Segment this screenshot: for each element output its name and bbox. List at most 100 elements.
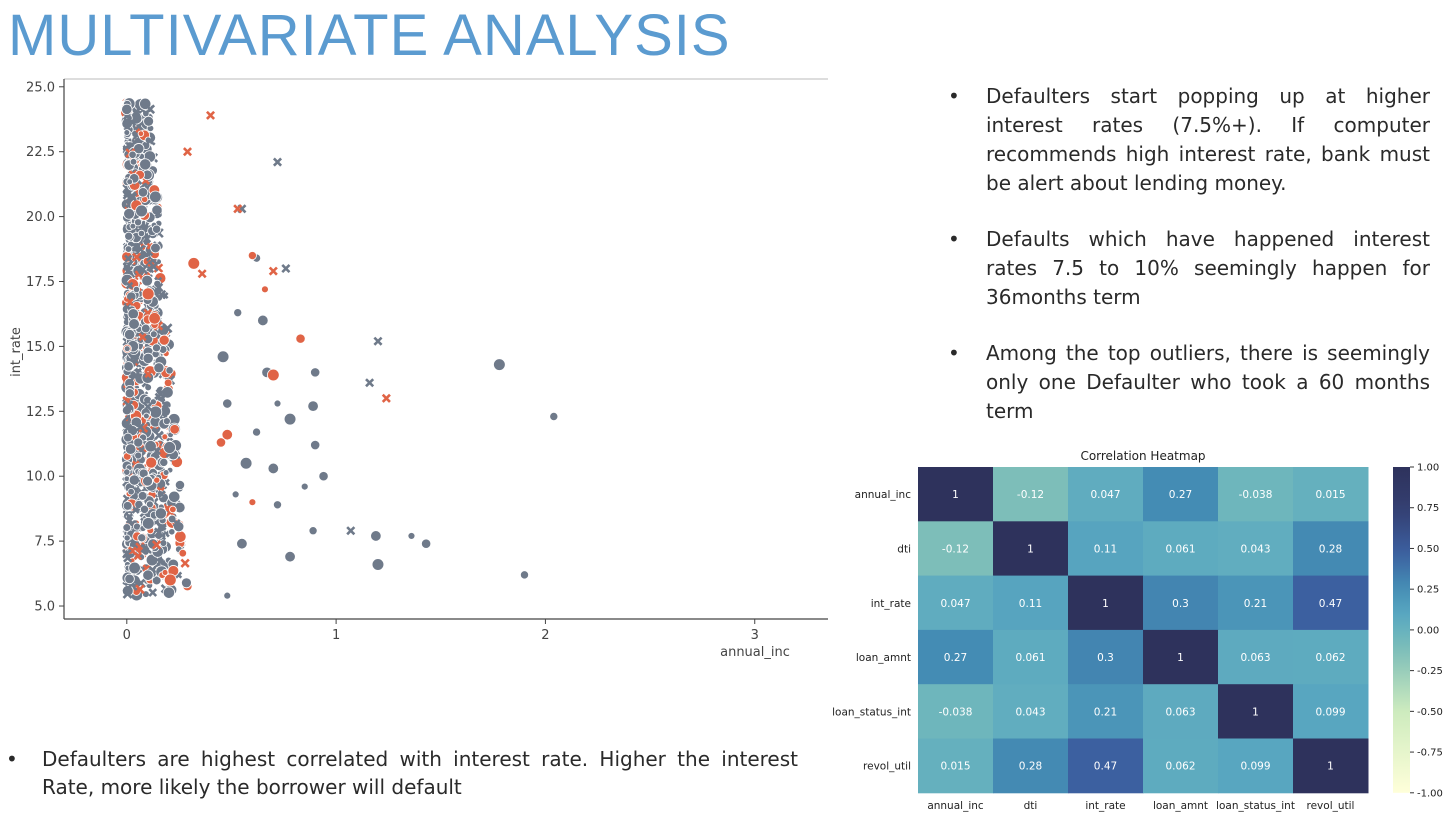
data-point — [223, 591, 232, 600]
heatmap-cell-value: 0.015 — [940, 761, 970, 773]
data-point — [152, 224, 162, 234]
right-bullet-list: • Defaulters start popping up at higher … — [948, 82, 1430, 453]
data-point — [267, 368, 280, 382]
data-point — [124, 254, 133, 263]
data-point — [123, 328, 136, 341]
data-point — [310, 439, 321, 451]
heatmap-cell-value: 0.062 — [1315, 652, 1345, 664]
data-point — [154, 507, 167, 520]
data-point — [318, 471, 329, 482]
data-point — [123, 432, 133, 443]
heatmap-cell-value: 0.062 — [1165, 761, 1195, 773]
heatmap-cell — [1068, 684, 1144, 739]
heatmap-col-label: annual_inc — [927, 800, 984, 812]
heatmap-cell — [1068, 521, 1144, 577]
heatmap-cell-value: 0.063 — [1165, 706, 1195, 718]
data-point — [149, 330, 158, 339]
data-point — [174, 479, 186, 491]
colorbar — [1393, 467, 1410, 793]
data-point — [143, 412, 150, 420]
data-point — [139, 504, 149, 514]
heatmap-cell — [1293, 467, 1369, 522]
data-point — [128, 561, 141, 575]
data-point — [150, 242, 161, 254]
data-point — [142, 569, 154, 581]
data-point — [145, 500, 154, 509]
data-point — [371, 558, 385, 571]
data-point — [247, 251, 257, 261]
bullet-dot: • — [6, 747, 18, 771]
data-point — [151, 575, 162, 586]
data-point — [181, 577, 192, 589]
heatmap-cell — [1293, 575, 1369, 631]
data-point — [149, 190, 162, 204]
data-point — [172, 519, 181, 528]
heatmap-cell — [1293, 684, 1369, 739]
heatmap-cell-value: 1 — [1327, 761, 1334, 773]
data-point — [135, 204, 148, 218]
heatmap-cell — [1218, 738, 1294, 794]
data-point — [130, 371, 140, 382]
x-axis-label: annual_inc — [720, 645, 790, 660]
heatmap-cell-value: 0.061 — [1015, 652, 1045, 664]
heatmap-title: Correlation Heatmap — [1080, 449, 1205, 463]
data-point — [281, 263, 291, 274]
heatmap-cell-value: 0.47 — [1319, 598, 1342, 610]
data-point — [162, 323, 173, 334]
data-point — [273, 500, 283, 510]
heatmap-cell — [1068, 629, 1144, 685]
data-point — [137, 130, 145, 137]
heatmap-cell-value: 0.21 — [1094, 706, 1117, 718]
bullet-text: Defaults which have happened interest ra… — [986, 227, 1430, 309]
heatmap-cell-value: 0.21 — [1244, 598, 1267, 610]
data-point — [182, 147, 193, 157]
data-point — [124, 245, 133, 253]
data-point — [141, 287, 155, 301]
data-point — [123, 345, 131, 353]
heatmap-cell-value: 1 — [1027, 543, 1034, 555]
heatmap-cell-value: 0.015 — [1315, 489, 1345, 501]
data-point — [123, 400, 134, 411]
data-point — [144, 370, 152, 379]
bullet-text: Defaulters start popping up at higher in… — [986, 84, 1430, 195]
bullet-text: Among the top outliers, there is seeming… — [986, 341, 1430, 423]
heatmap-cell — [918, 738, 994, 794]
data-point — [142, 234, 152, 244]
data-point — [141, 323, 151, 334]
data-point — [123, 129, 131, 136]
data-point — [122, 418, 132, 428]
data-point — [123, 468, 131, 476]
heatmap-row-label: int_rate — [871, 598, 911, 610]
colorbar-tick-label: -0.25 — [1417, 666, 1443, 677]
heatmap-row-label: loan_amnt — [856, 652, 911, 664]
data-point — [123, 207, 135, 220]
heatmap-cell-value: -0.038 — [939, 706, 973, 718]
heatmap-cell-value: 0.061 — [1165, 543, 1195, 555]
data-point — [163, 378, 173, 388]
data-point — [257, 314, 269, 327]
data-point — [158, 334, 170, 346]
data-point — [310, 367, 321, 378]
data-point — [180, 558, 190, 568]
data-point — [407, 532, 416, 540]
data-point — [162, 586, 176, 599]
x-tick-label: 1 — [332, 628, 340, 643]
heatmap-cell-value: -0.038 — [1239, 489, 1273, 501]
data-point — [233, 204, 243, 214]
data-point — [140, 543, 150, 554]
data-point — [421, 538, 432, 549]
data-point — [137, 187, 149, 198]
data-point — [125, 281, 134, 290]
data-point — [493, 358, 506, 371]
data-point — [131, 242, 141, 252]
data-point — [122, 549, 132, 559]
data-point — [373, 336, 383, 346]
data-point — [165, 366, 174, 375]
heatmap-cell — [993, 575, 1069, 631]
data-point — [138, 264, 148, 275]
data-point — [346, 526, 356, 536]
correlation-heatmap: Correlation Heatmap 1 -0.12 0.047 0.27 -0.038… — [832, 449, 1443, 812]
heatmap-cell-value: 1 — [1102, 598, 1109, 610]
heatmap-col-label: revol_util — [1307, 800, 1355, 812]
data-point — [215, 437, 227, 448]
